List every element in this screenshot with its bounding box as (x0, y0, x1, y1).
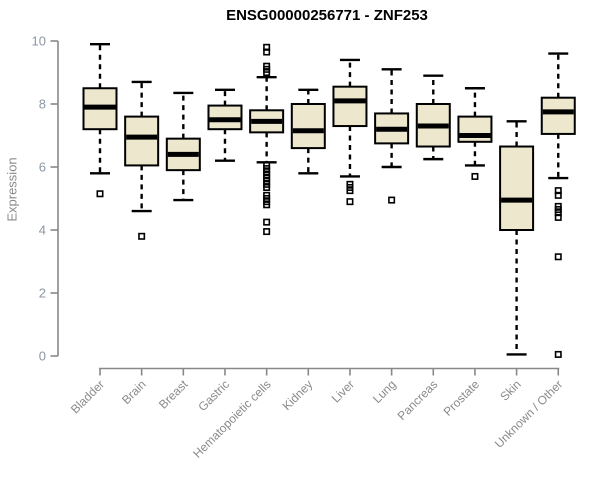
outlier-point (263, 48, 271, 56)
x-tick-label-lung: Lung (370, 377, 399, 406)
iqr-box (540, 96, 576, 135)
iqr-box (457, 115, 493, 143)
y-tick-label: 4 (39, 223, 46, 238)
x-tick-label-liver: Liver (329, 377, 357, 405)
box-breast (165, 91, 201, 202)
outlier-point (554, 191, 562, 199)
y-tick-label: 8 (39, 97, 46, 112)
outlier-point (96, 190, 104, 198)
box-gastric (207, 88, 243, 162)
x-tick-label-pancreas: Pancreas (395, 377, 441, 423)
iqr-box (124, 115, 160, 167)
box-prostate (457, 87, 493, 180)
x-tick-label-brain: Brain (119, 377, 149, 407)
iqr-box (499, 145, 535, 231)
box-unknown-other (540, 52, 576, 358)
outlier-point (554, 213, 562, 221)
box-liver (332, 58, 368, 206)
outlier-point (263, 201, 271, 209)
box-pancreas (415, 74, 451, 161)
chart-title: ENSG00000256771 - ZNF253 (226, 7, 428, 24)
outlier-point (388, 196, 396, 204)
outlier-point (263, 228, 271, 236)
outlier-point (263, 183, 271, 191)
y-tick-label: 10 (32, 34, 46, 49)
outlier-point (554, 350, 562, 358)
box-skin (499, 120, 535, 356)
x-tick-label-bladder: Bladder (68, 377, 107, 416)
y-tick-label: 6 (39, 160, 46, 175)
x-tick-label-skin: Skin (497, 377, 523, 403)
box-bladder (82, 42, 118, 198)
box-lung (374, 68, 410, 204)
y-tick-label: 0 (39, 349, 46, 364)
outlier-point (263, 218, 271, 226)
outlier-point (263, 69, 271, 77)
y-tick-label: 2 (39, 286, 46, 301)
x-tick-label-prostate: Prostate (441, 377, 483, 419)
x-tick-label-gastric: Gastric (195, 377, 232, 414)
outlier-point (346, 198, 354, 206)
x-tick-label-kidney: Kidney (280, 377, 316, 413)
box-hematopoietic-cells (249, 43, 285, 236)
box-kidney (290, 88, 326, 175)
outlier-point (346, 187, 354, 195)
x-tick-label-breast: Breast (156, 377, 191, 412)
outlier-point (471, 172, 479, 180)
outlier-point (138, 232, 146, 240)
outlier-point (554, 253, 562, 261)
iqr-box (290, 103, 326, 150)
x-tick-label-hematopoietic-cells: Hematopoietic cells (190, 377, 273, 460)
box-brain (124, 80, 160, 240)
iqr-box (332, 85, 368, 128)
